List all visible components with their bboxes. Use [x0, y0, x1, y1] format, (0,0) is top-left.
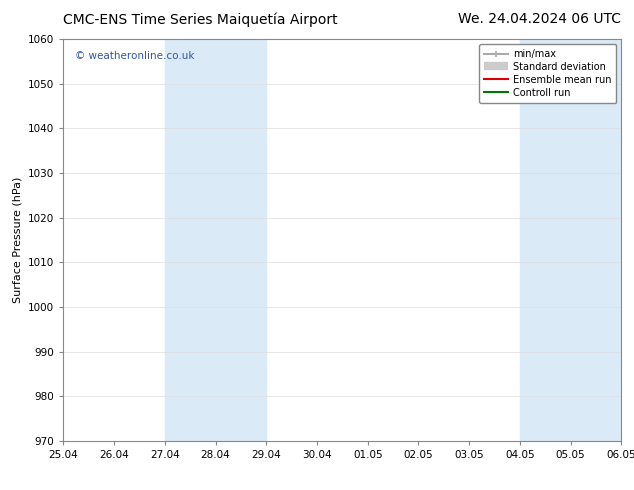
Text: CMC-ENS Time Series Maiquetía Airport: CMC-ENS Time Series Maiquetía Airport — [63, 12, 338, 27]
Text: We. 24.04.2024 06 UTC: We. 24.04.2024 06 UTC — [458, 12, 621, 26]
Y-axis label: Surface Pressure (hPa): Surface Pressure (hPa) — [13, 177, 23, 303]
Text: © weatheronline.co.uk: © weatheronline.co.uk — [75, 51, 194, 61]
Bar — [520, 39, 621, 441]
Bar — [165, 39, 266, 441]
Legend: min/max, Standard deviation, Ensemble mean run, Controll run: min/max, Standard deviation, Ensemble me… — [479, 44, 616, 102]
